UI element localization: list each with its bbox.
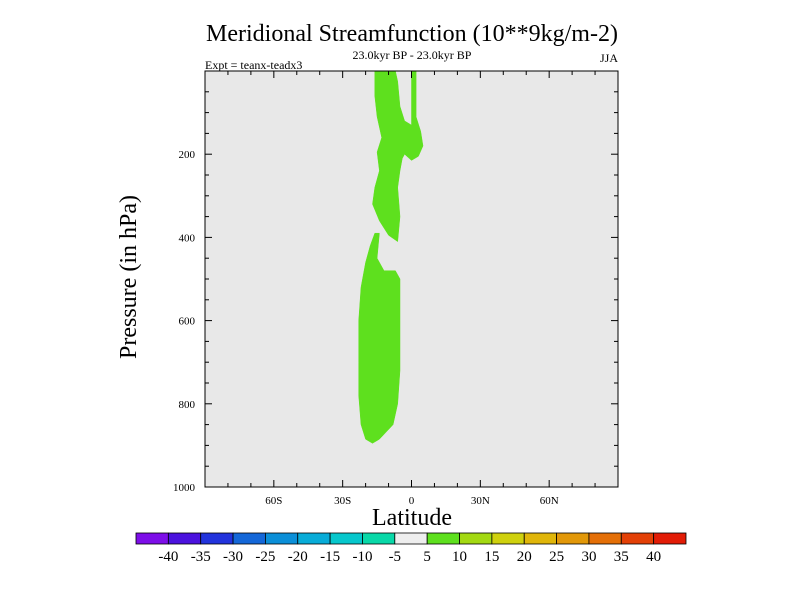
y-axis-label: Pressure (in hPa) <box>116 195 142 359</box>
contour-regions <box>358 70 424 444</box>
x-axis-label: Latitude <box>372 505 452 531</box>
colorbar-label: -20 <box>288 549 308 565</box>
colorbar: -40 -35 -30 -25 -20 -15 -10 -5 5 10 15 20 25 30 35 40 <box>135 532 687 565</box>
y-tick-label: 400 <box>179 232 196 244</box>
chart-title: Meridional Streamfunction (10**9kg/m-2) <box>206 21 618 47</box>
y-tick-label: 1000 <box>173 482 196 494</box>
colorbar-box <box>588 532 622 545</box>
experiment-label: Expt = teanx-teadx3 <box>205 58 302 72</box>
x-tick-label: 30N <box>471 495 490 507</box>
y-tick-label: 200 <box>179 149 196 161</box>
y-axis: 200 400 600 800 1000 <box>173 91 618 494</box>
colorbar-label: -25 <box>255 549 275 565</box>
colorbar-box <box>459 532 493 545</box>
x-axis: 60S 30S 0 30N 60N <box>227 71 596 507</box>
y-tick-label: 800 <box>179 399 196 411</box>
colorbar-label: 25 <box>549 549 564 565</box>
x-tick-label: 30S <box>334 495 351 507</box>
x-tick-label: 0 <box>409 495 415 507</box>
colorbar-label: 40 <box>646 549 661 565</box>
colorbar-box <box>200 532 234 545</box>
colorbar-label: 20 <box>517 549 532 565</box>
colorbar-box <box>167 532 202 545</box>
colorbar-box <box>523 532 557 545</box>
colorbar-label: 10 <box>452 549 467 565</box>
x-tick-label: 60S <box>265 495 282 507</box>
colorbar-box <box>232 532 266 545</box>
colorbar-box <box>394 532 428 545</box>
colorbar-label: -40 <box>158 549 178 565</box>
colorbar-box <box>491 532 525 545</box>
colorbar-label: 30 <box>581 549 596 565</box>
colorbar-label: 5 <box>423 549 431 565</box>
colorbar-box <box>362 532 396 545</box>
colorbar-label: -10 <box>352 549 372 565</box>
colorbar-label: -15 <box>320 549 340 565</box>
colorbar-box <box>620 532 655 545</box>
colorbar-box <box>297 532 331 545</box>
lower-positive-region <box>358 232 401 444</box>
colorbar-box <box>135 532 169 545</box>
colorbar-box <box>329 532 363 545</box>
season-label: JJA <box>600 51 618 65</box>
chart-subtitle: 23.0kyr BP - 23.0kyr BP <box>353 48 472 62</box>
colorbar-label: -30 <box>223 549 243 565</box>
colorbar-box <box>426 532 460 545</box>
colorbar-box <box>653 532 687 545</box>
colorbar-label: 35 <box>614 549 629 565</box>
colorbar-box <box>556 532 590 545</box>
colorbar-label: -5 <box>389 549 402 565</box>
x-tick-label: 60N <box>540 495 559 507</box>
colorbar-label: -35 <box>191 549 211 565</box>
colorbar-box <box>265 532 299 545</box>
upper-positive-region <box>372 70 424 243</box>
colorbar-label: 15 <box>484 549 499 565</box>
y-tick-label: 600 <box>179 316 196 328</box>
